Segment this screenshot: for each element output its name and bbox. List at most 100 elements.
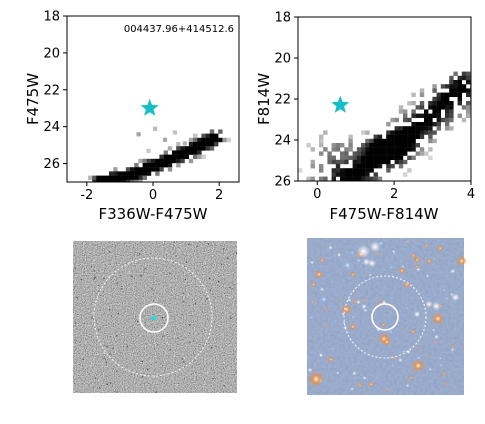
density-cell [449,92,454,97]
density-cell [193,154,198,159]
field-star [415,346,418,349]
density-cell [403,130,408,135]
density-cell [306,176,311,181]
density-cell [117,175,122,180]
speck [223,385,225,387]
speck [140,370,142,372]
field-star [357,383,363,388]
density-cell [155,158,160,164]
density-cell [361,176,366,181]
density-cell [104,175,110,180]
density-cell [398,155,404,160]
speck [138,253,141,255]
density-cell [365,151,370,156]
density-cell [121,171,126,176]
speck [120,288,122,290]
speck [131,275,133,278]
density-cell [449,101,454,106]
density-cell [356,155,362,160]
x-ticks: -2 0 2 [80,182,223,203]
speck [235,252,238,254]
speck [164,330,166,332]
residual-image [73,241,238,394]
density-cell [394,138,399,144]
density-cell [209,142,215,147]
density-cell [323,147,328,152]
density-cell [155,167,160,172]
density-cell [398,130,404,135]
density-cell [390,147,395,152]
field-star [398,358,403,363]
density-cell [428,117,433,123]
density-cell [436,122,441,127]
density-cell [411,126,416,131]
density-cell [394,134,399,139]
density-cell [461,84,467,89]
speck [187,293,189,295]
speck [215,273,217,275]
field-star [318,353,324,358]
speck [99,387,101,389]
density-cell [121,175,126,180]
field-star [444,382,449,386]
density-cell [153,126,158,131]
density-cell [432,105,437,110]
density-cell [407,138,412,144]
field-star [352,299,358,304]
density-cell [457,88,462,93]
density-cell [134,175,139,180]
field-star [450,268,456,274]
density-cell [348,168,353,173]
speck [218,243,220,245]
field-star [431,301,441,311]
density-cell [340,176,345,181]
density-cell [382,143,387,148]
density-cell [445,92,450,97]
speck [109,353,111,355]
speck [107,307,109,309]
field-star [347,298,352,302]
density-cell [310,176,315,181]
density-cell [348,134,353,139]
density-cell [403,143,408,148]
density-cell [134,171,139,176]
density-cell [180,150,185,155]
density-cell [344,168,349,173]
density-cell [214,133,219,138]
speck [217,391,219,394]
density-cell [331,172,336,177]
star-marker [331,95,350,113]
density-cell [445,122,450,127]
density-cell [142,163,147,168]
speck [112,347,114,350]
speck [196,245,198,248]
speck [75,340,77,342]
x-tick-label: 2 [215,188,223,203]
density-cell [403,109,408,114]
density-cell [411,92,416,97]
density-cell [445,126,450,131]
density-cell [419,126,425,131]
density-cell [348,147,353,152]
x-axis-label: F336W-F475W [99,205,208,223]
density-cell [415,122,420,127]
density-cell [411,143,416,148]
density-cell [167,163,173,168]
density-cell [159,154,164,159]
speck [183,357,185,359]
density-cell [352,164,357,169]
density-cell [440,84,446,89]
density-cell [352,151,357,156]
density-cell [335,147,341,152]
density-cell [394,155,399,160]
density-cell [453,71,458,76]
density-cell [419,101,425,106]
density-cell [209,146,215,151]
speck [103,352,105,354]
speck [91,363,93,365]
density-cell [96,179,101,182]
density-cell [415,134,420,139]
density-cell [310,147,315,152]
density-cell [130,179,135,182]
speck [98,379,100,382]
